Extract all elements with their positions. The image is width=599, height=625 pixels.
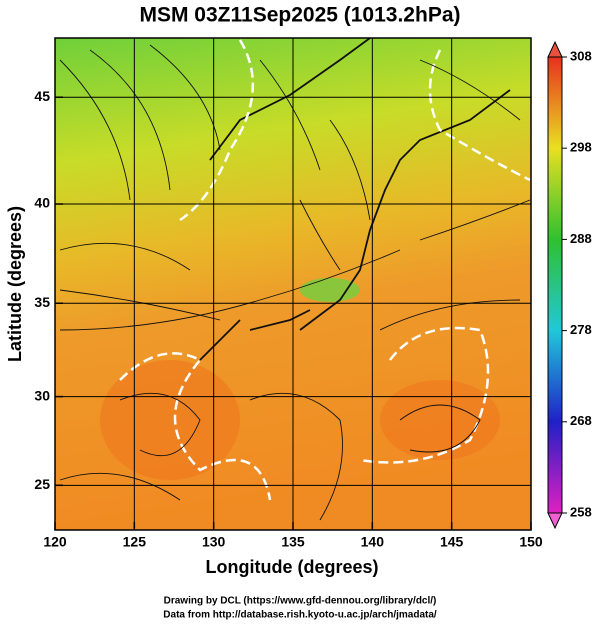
x-tick-label: 130 (202, 534, 226, 550)
x-tick-label: 135 (281, 534, 305, 550)
x-tick-label: 145 (440, 534, 464, 550)
y-tick-label: 40 (34, 195, 50, 211)
x-tick-label: 125 (123, 534, 147, 550)
y-tick-label: 30 (34, 387, 50, 403)
x-tick-label: 140 (361, 534, 385, 550)
colorbar-min-arrow (547, 512, 563, 530)
y-tick-label: 25 (34, 476, 50, 492)
colorbar (547, 56, 563, 514)
footer-line: Data from http://database.rish.kyoto-u.a… (163, 610, 437, 621)
x-tick-label: 120 (43, 534, 67, 550)
colorbar-tick-label: 268 (570, 413, 592, 428)
x-tick-label: 150 (519, 534, 543, 550)
y-axis-label: Latitude (degrees) (5, 206, 25, 362)
colorbar-tick-label: 308 (570, 48, 592, 63)
colorbar-tick-label: 258 (570, 504, 592, 519)
colorbar-tick-label: 278 (570, 322, 592, 337)
title: MSM 03Z11Sep2025 (1013.2hPa) (139, 4, 460, 27)
plot-frame (54, 37, 532, 531)
y-tick-label: 45 (34, 88, 50, 104)
streamlines (59, 44, 531, 521)
footer-line: Drawing by DCL (https://www.gfd-dennou.o… (164, 596, 437, 607)
colorbar-tick-label: 288 (570, 231, 592, 246)
colorbar-tick-label: 298 (570, 140, 592, 155)
x-axis-label: Longitude (degrees) (205, 557, 378, 577)
colorbar-max-arrow (547, 40, 563, 58)
y-tick-label: 35 (34, 294, 50, 310)
